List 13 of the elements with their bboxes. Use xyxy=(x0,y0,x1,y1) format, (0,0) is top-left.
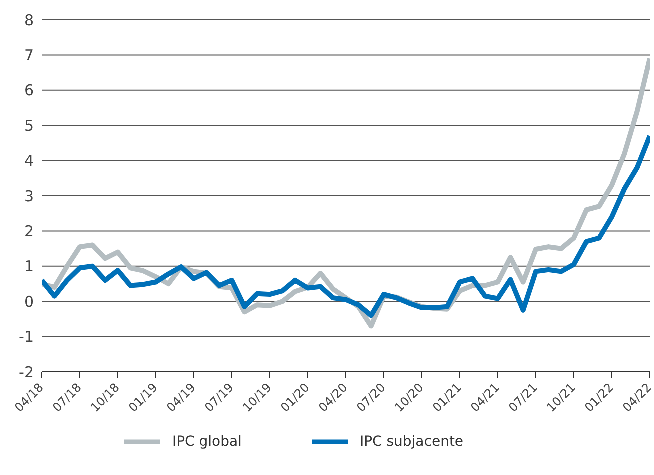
legend-label: IPC global xyxy=(172,434,242,450)
y-tick-label: 1 xyxy=(24,258,34,276)
y-tick-label: 5 xyxy=(24,116,34,135)
legend-label: IPC subjacente xyxy=(360,434,464,450)
y-tick-label: 7 xyxy=(24,46,34,65)
y-tick-label: 8 xyxy=(24,11,34,30)
y-tick-label: 2 xyxy=(24,222,34,241)
y-tick-label: -2 xyxy=(19,363,34,382)
y-tick-label: 6 xyxy=(24,82,34,100)
y-tick-label: 4 xyxy=(24,152,34,170)
y-tick-label: -1 xyxy=(19,328,34,346)
y-tick-label: 3 xyxy=(24,187,34,206)
y-tick-label: 0 xyxy=(24,292,34,311)
